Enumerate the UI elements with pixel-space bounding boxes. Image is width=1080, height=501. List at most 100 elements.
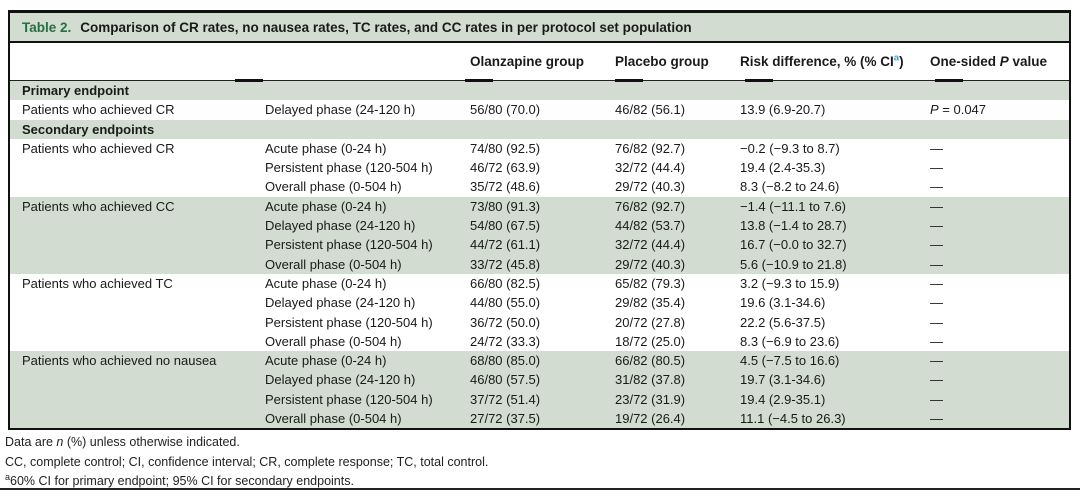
cell-risk-difference: 4.5 (−7.5 to 16.6) — [740, 353, 840, 369]
cell-p-value: — — [930, 256, 943, 272]
cell-olanzapine: 33/72 (45.8) — [470, 256, 541, 272]
header-p-pre: One-sided — [930, 54, 1000, 69]
bottom-rule — [0, 488, 1080, 490]
header-p-post: value — [1008, 54, 1048, 69]
cell-p-value: — — [930, 179, 943, 195]
cell-olanzapine: 54/80 (67.5) — [470, 218, 541, 234]
cell-phase: Persistent phase (120-504 h) — [265, 237, 433, 253]
header-rule-segment — [935, 79, 963, 82]
cell-olanzapine: 68/80 (85.0) — [470, 353, 541, 369]
cell-p-value: — — [930, 237, 943, 253]
table-row: Persistent phase (120-504 h) 37/72 (51.4)… — [10, 389, 1069, 410]
cell-olanzapine: 73/80 (91.3) — [470, 198, 541, 214]
cell-p-value: — — [930, 333, 943, 349]
table-row: Overall phase (0-504 h) 24/72 (33.3) 18/72… — [10, 331, 1069, 352]
footnote-sup-a: a — [5, 471, 11, 482]
cell-olanzapine: 24/72 (33.3) — [470, 333, 541, 349]
footnote-text: 60% CI for primary endpoint; 95% CI for … — [10, 474, 354, 488]
cell-olanzapine: 37/72 (51.4) — [470, 391, 541, 407]
cell-placebo: 23/72 (31.9) — [615, 391, 686, 407]
cell-endpoint: Patients who achieved CC — [22, 198, 175, 214]
cell-phase: Persistent phase (120-504 h) — [265, 160, 433, 176]
cell-p-value: — — [930, 218, 943, 234]
cell-endpoint: Patients who achieved CR — [22, 102, 175, 118]
header-p-italic: P — [999, 54, 1009, 69]
cell-p-value: — — [930, 275, 943, 291]
table-body: Primary endpoint Patients who achieved CR… — [10, 81, 1069, 429]
footnote-a-superscript: a — [893, 54, 900, 64]
cell-olanzapine: 66/80 (82.5) — [470, 275, 541, 291]
cell-risk-difference: 8.3 (−6.9 to 23.6) — [740, 333, 840, 349]
cell-risk-difference: 16.7 (−0.0 to 32.7) — [740, 237, 847, 253]
cell-placebo: 19/72 (26.4) — [615, 411, 686, 427]
table-row: Delayed phase (24-120 h) 46/80 (57.5) 31/8… — [10, 370, 1069, 390]
cell-placebo: 29/72 (40.3) — [615, 179, 686, 195]
cell-phase: Persistent phase (120-504 h) — [265, 314, 433, 330]
cell-phase: Delayed phase (24-120 h) — [265, 372, 416, 388]
header-rule-segment — [745, 79, 773, 82]
table-row: Patients who achieved no nausea Acute pha… — [10, 351, 1069, 371]
footnote-line: CC, complete control; CI, confidence int… — [5, 454, 489, 469]
table-row: Persistent phase (120-504 h) 44/72 (61.1)… — [10, 235, 1069, 255]
cell-placebo: 65/82 (79.3) — [615, 275, 686, 291]
table-number-label: Table 2. — [22, 19, 72, 35]
cell-p-value: — — [930, 353, 943, 369]
footnote-line: Data are n (%) unless otherwise indicate… — [5, 433, 1075, 453]
cell-placebo: 31/82 (37.8) — [615, 372, 686, 388]
cell-risk-difference: 19.4 (2.4-35.3) — [740, 160, 826, 176]
cell-p-value: — — [930, 411, 943, 427]
cell-endpoint: Patients who achieved TC — [22, 275, 173, 291]
section-header-row: Primary endpoint — [10, 81, 1069, 101]
cell-phase: Acute phase (0-24 h) — [265, 140, 387, 156]
table-row: Patients who achieved CR Acute phase (0-2… — [10, 138, 1069, 159]
table-row: Overall phase (0-504 h) 33/72 (45.8) 29/72… — [10, 254, 1069, 274]
cell-olanzapine: 44/72 (61.1) — [470, 237, 541, 253]
section-title: Secondary endpoints — [22, 121, 155, 137]
table-row: Patients who achieved CR Delayed phase (2… — [10, 100, 1069, 120]
cell-risk-difference: 11.1 (−4.5 to 26.3) — [740, 411, 846, 427]
table-title-bar: Table 2. Comparison of CR rates, no naus… — [10, 13, 1069, 43]
footnote-line: a60% CI for primary endpoint; 95% CI for… — [5, 472, 1075, 492]
table-footnotes: Data are n (%) unless otherwise indicate… — [5, 433, 1075, 492]
cell-risk-difference: 13.8 (−1.4 to 28.7) — [740, 218, 847, 234]
cell-phase: Acute phase (0-24 h) — [265, 198, 387, 214]
cell-p-value: — — [930, 391, 943, 407]
table-row: Persistent phase (120-504 h) 46/72 (63.9)… — [10, 158, 1069, 178]
cell-olanzapine: 56/80 (70.0) — [470, 102, 541, 118]
cell-phase: Delayed phase (24-120 h) — [265, 102, 416, 118]
cell-placebo: 18/72 (25.0) — [615, 333, 686, 349]
cell-olanzapine: 46/80 (57.5) — [470, 372, 541, 388]
cell-risk-difference: −1.4 (−11.1 to 7.6) — [740, 198, 846, 214]
table-row: Overall phase (0-504 h) 35/72 (48.6) 29/72… — [10, 177, 1069, 197]
cell-phase: Acute phase (0-24 h) — [265, 275, 387, 291]
cell-risk-difference: 8.3 (−8.2 to 24.6) — [740, 179, 840, 195]
cell-placebo: 29/72 (40.3) — [615, 256, 686, 272]
cell-phase: Delayed phase (24-120 h) — [265, 295, 416, 311]
cell-phase: Overall phase (0-504 h) — [265, 333, 402, 349]
cell-olanzapine: 35/72 (48.6) — [470, 179, 541, 195]
cell-risk-difference: 5.6 (−10.9 to 21.8) — [740, 256, 847, 272]
cell-endpoint: Patients who achieved CR — [22, 140, 175, 156]
table-row: Overall phase (0-504 h) 27/72 (37.5) 19/72… — [10, 409, 1069, 429]
cell-placebo: 76/82 (92.7) — [615, 140, 686, 156]
cell-placebo: 66/82 (80.5) — [615, 353, 686, 369]
cell-risk-difference: 19.7 (3.1-34.6) — [740, 372, 826, 388]
table-row: Delayed phase (24-120 h) 54/80 (67.5) 44/8… — [10, 216, 1069, 236]
footnote-italic-n: n — [56, 435, 64, 449]
header-rule-segment — [465, 79, 493, 82]
cell-risk-difference: 19.4 (2.9-35.1) — [740, 391, 826, 407]
cell-risk-difference: −0.2 (−9.3 to 8.7) — [740, 140, 840, 156]
cell-phase: Persistent phase (120-504 h) — [265, 391, 433, 407]
cell-phase: Overall phase (0-504 h) — [265, 256, 402, 272]
cell-p-value: — — [930, 372, 943, 388]
cell-phase: Overall phase (0-504 h) — [265, 179, 402, 195]
cell-p-value: — — [930, 160, 943, 176]
footnote-text: (%) unless otherwise indicated. — [63, 435, 240, 449]
table-header-row: Olanzapine group Placebo group Risk diff… — [10, 43, 1069, 81]
cell-placebo: 20/72 (27.8) — [615, 314, 686, 330]
cell-p-value: — — [930, 295, 943, 311]
cell-olanzapine: 46/72 (63.9) — [470, 160, 541, 176]
cell-placebo: 46/82 (56.1) — [615, 102, 686, 118]
cell-p-value: — — [930, 314, 943, 330]
header-p-value: One-sided P value — [930, 54, 1069, 69]
